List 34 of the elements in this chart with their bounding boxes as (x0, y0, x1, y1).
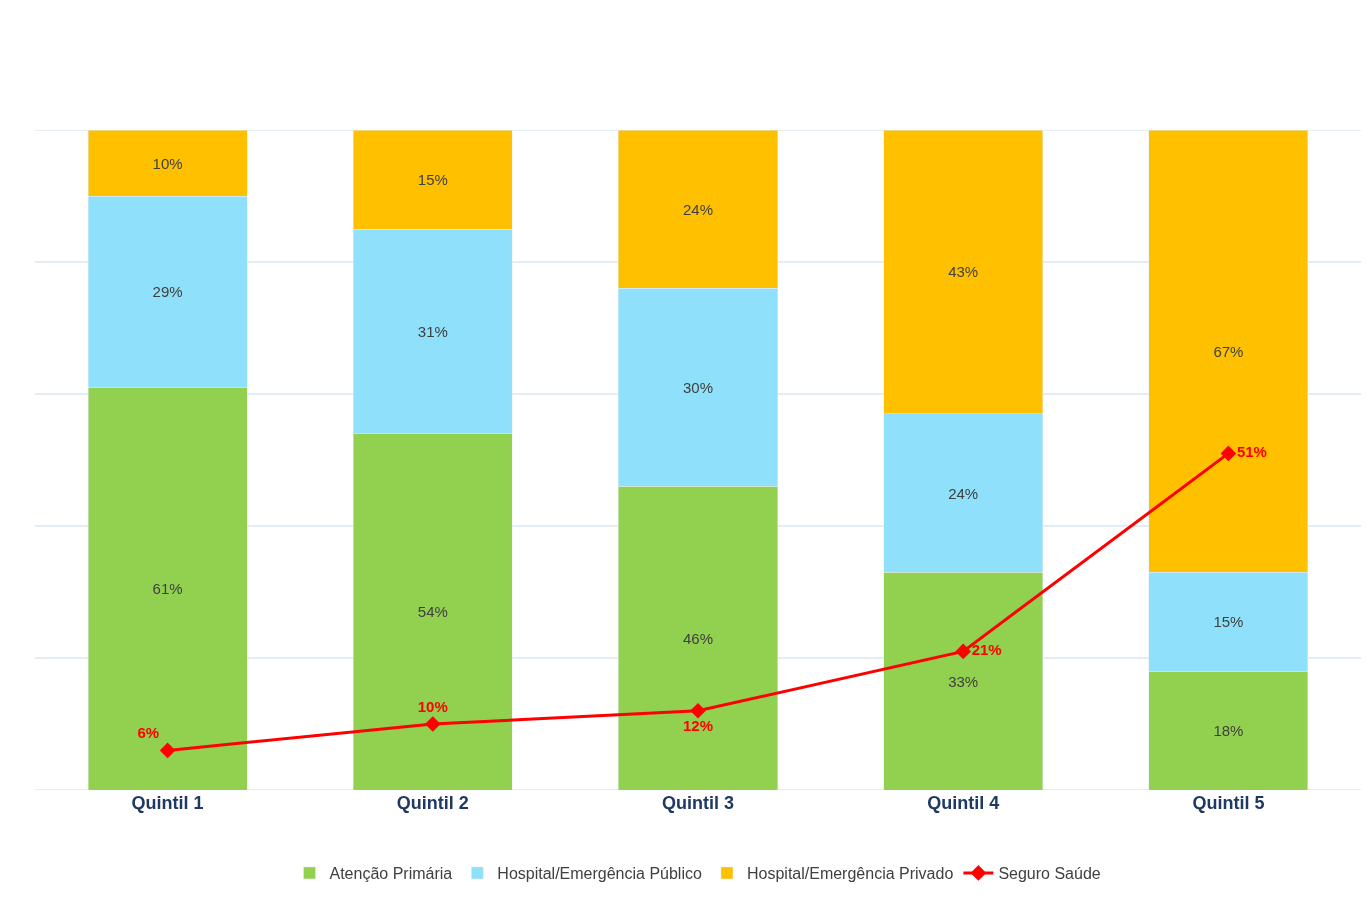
x-tick-label: Quintil 4 (927, 793, 1000, 813)
data-label: 61% (152, 580, 183, 598)
data-label: 51% (1236, 443, 1267, 461)
point (159, 742, 176, 759)
x-tick-label: Quintil 1 (131, 793, 204, 813)
legend-label: Seguro Saúde (998, 865, 1101, 883)
data-label: 12% (682, 716, 714, 734)
point (425, 716, 441, 732)
data-label: 15% (417, 171, 448, 188)
point (690, 703, 706, 719)
data-label: 67% (1213, 342, 1244, 360)
data-label: 43% (948, 263, 979, 281)
legend-label: Hospital/Emergência Privado (746, 865, 954, 883)
x-tick-label: Quintil 5 (1192, 793, 1265, 813)
data-label: 29% (152, 283, 183, 301)
point (1220, 445, 1237, 462)
data-label: 10% (152, 154, 183, 172)
data-label: 46% (682, 629, 714, 647)
data-label: 21% (971, 641, 1002, 659)
point (955, 643, 971, 660)
legend-label: Hospital/Emergência Público (497, 865, 702, 883)
data-label: 24% (682, 200, 714, 218)
data-label: 31% (417, 322, 448, 340)
data-label: 54% (417, 603, 448, 621)
data-label: 15% (1213, 613, 1244, 631)
data-label: 24% (948, 484, 979, 502)
data-label: 30% (682, 378, 714, 396)
data-label: 33% (948, 672, 979, 690)
data-label: 6% (137, 724, 160, 742)
x-tick-label: Quintil 3 (662, 793, 734, 813)
x-tick-label: Quintil 2 (396, 793, 469, 813)
data-label: 10% (417, 697, 448, 715)
legend-label: Atenção Primária (329, 865, 453, 883)
data-label: 18% (1213, 722, 1244, 740)
